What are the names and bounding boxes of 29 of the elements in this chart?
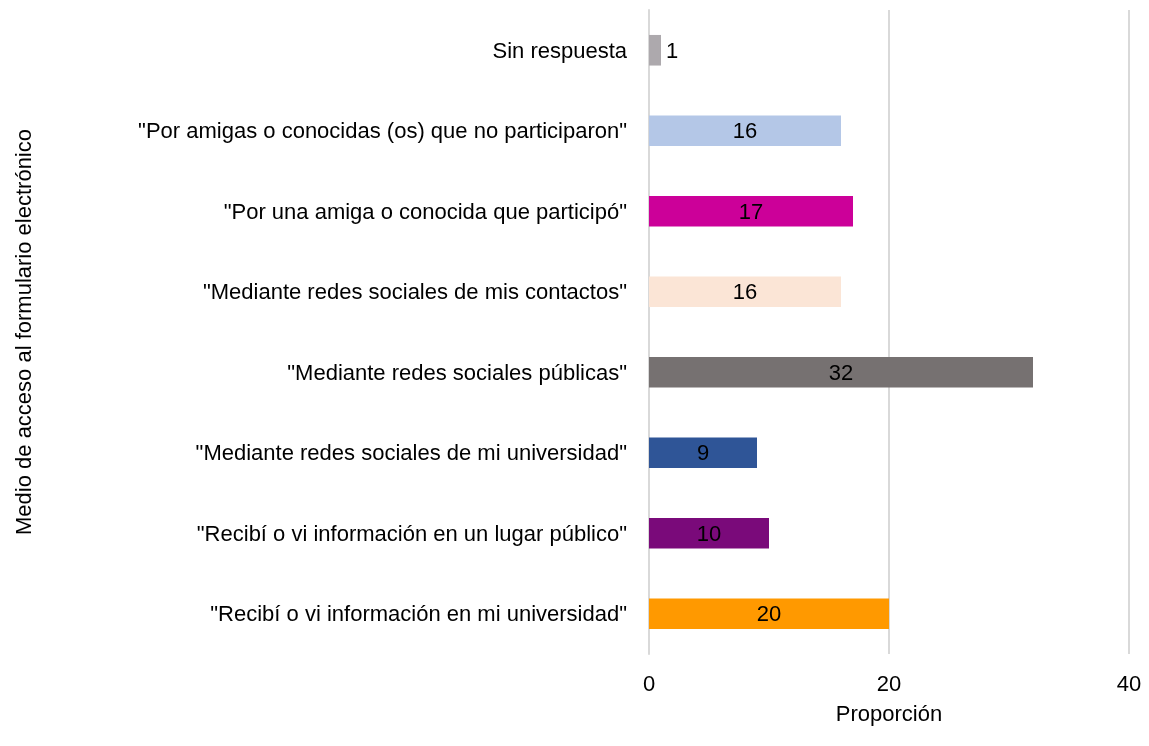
x-axis-title: Proporción <box>835 700 943 726</box>
bar <box>649 437 757 469</box>
x-tick-label: 0 <box>642 670 656 696</box>
data-label: 17 <box>738 198 764 224</box>
y-tick-label: "Mediante redes sociales de mi universidad" <box>195 440 627 466</box>
data-label: 1 <box>666 37 679 63</box>
bar <box>649 34 661 66</box>
y-tick-label: "Recibí o vi información en mi universidad" <box>210 601 627 627</box>
y-tick-label: Sin respuesta <box>492 37 628 63</box>
x-tick-label: 40 <box>1116 670 1142 696</box>
y-tick-label: "Por amigas o conocidas (os) que no participaron" <box>138 118 627 144</box>
bar <box>649 356 1033 388</box>
bar <box>649 598 889 630</box>
data-label: 32 <box>828 359 854 385</box>
bar <box>649 115 841 147</box>
data-label: 10 <box>696 520 722 546</box>
y-tick-label: "Por una amiga o conocida que participó" <box>223 198 627 224</box>
y-tick-label: "Mediante redes sociales de mis contactos" <box>202 279 627 305</box>
y-axis-title: Medio de acceso al formulario electrónico <box>10 129 36 535</box>
bar <box>649 195 853 227</box>
data-label: 16 <box>732 118 758 144</box>
y-tick-label: "Recibí o vi información en un lugar público" <box>196 520 627 546</box>
y-tick-label: "Mediante redes sociales públicas" <box>287 359 627 385</box>
bar <box>649 517 769 549</box>
x-tick-label: 20 <box>876 670 902 696</box>
data-label: 16 <box>732 279 758 305</box>
data-label: 20 <box>756 601 782 627</box>
data-label: 9 <box>696 440 710 466</box>
bar <box>649 276 841 308</box>
